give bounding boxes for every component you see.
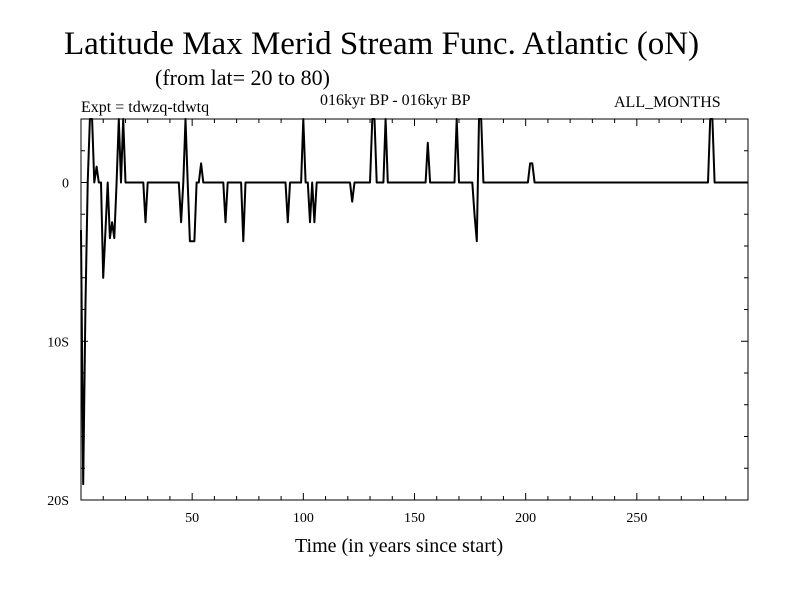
plot-frame	[80, 118, 749, 501]
axis-ticks	[81, 118, 748, 501]
x-tick-label: 50	[185, 511, 199, 526]
y-tick-label: 10S	[47, 335, 69, 350]
period-label: 016kyr BP - 016kyr BP	[320, 92, 471, 109]
chart-subtitle: (from lat= 20 to 80)	[155, 65, 330, 90]
x-tick-label: 250	[626, 511, 647, 526]
months-label: ALL_MONTHS	[614, 94, 721, 111]
experiment-label: Expt = tdwzq-tdwtq	[81, 99, 210, 116]
axis-tick-labels: 50 100 150 200 250 0 10S 20S	[47, 177, 647, 527]
y-tick-label: 0	[62, 177, 69, 192]
series-line	[80, 118, 748, 486]
x-tick-label: 100	[293, 511, 314, 526]
x-tick-label: 150	[404, 511, 425, 526]
x-tick-label: 200	[515, 511, 536, 526]
x-axis-label: Time (in years since start)	[295, 535, 504, 557]
chart-title: Latitude Max Merid Stream Func. Atlantic…	[64, 26, 700, 62]
y-tick-label: 20S	[47, 494, 69, 509]
